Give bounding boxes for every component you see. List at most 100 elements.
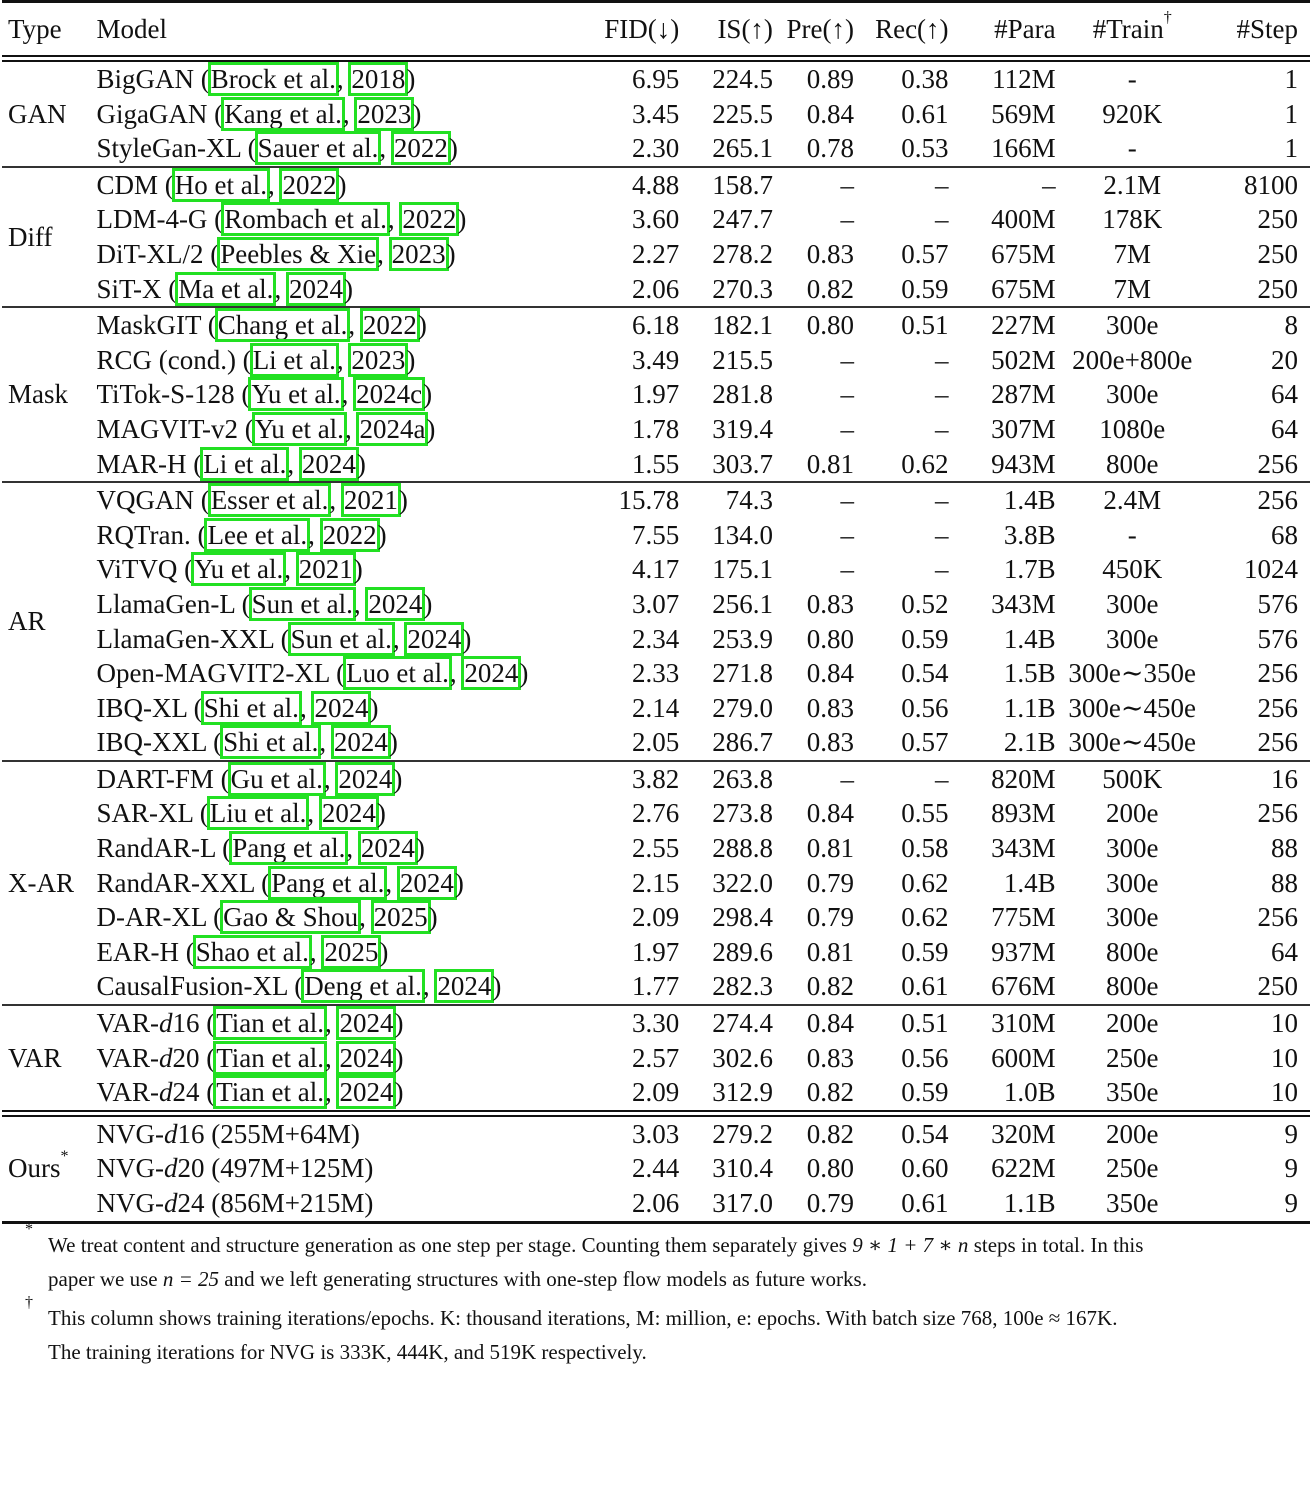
citation-author-link[interactable]: Li et al. xyxy=(200,446,290,481)
citation-author-link[interactable]: Ho et al. xyxy=(171,167,270,202)
citation-year-link[interactable]: 2024 xyxy=(336,1040,397,1075)
citation-year-link[interactable]: 2023 xyxy=(354,96,415,131)
is-value: 281.8 xyxy=(712,379,773,410)
pre-value: 0.83 xyxy=(806,727,854,758)
citation-author-link[interactable]: Liu et al. xyxy=(206,796,310,831)
citation-author-link[interactable]: Lee et al. xyxy=(204,517,311,552)
citation-year-link[interactable]: 2024 xyxy=(396,865,457,900)
citation-author-link[interactable]: Esser et al. xyxy=(207,483,332,518)
citation-year-link[interactable]: 2024 xyxy=(298,446,359,481)
citation-year-link[interactable]: 2024 xyxy=(336,1006,397,1041)
citation-author-link[interactable]: Shi et al. xyxy=(220,725,322,760)
citation-year-link[interactable]: 2024 xyxy=(461,656,522,691)
fid-value: 3.45 xyxy=(631,98,680,129)
is-value: 158.7 xyxy=(712,169,773,200)
pre-value: 0.83 xyxy=(806,588,854,619)
citation-author-link[interactable]: Shi et al. xyxy=(200,690,302,725)
citation-author-link[interactable]: Peebles & Xie xyxy=(217,236,380,271)
citation-author-link[interactable]: Gao & Shou xyxy=(220,900,362,935)
step-value: 16 xyxy=(1271,763,1298,794)
citation-year-link[interactable]: 2024 xyxy=(404,621,465,656)
is-value: 279.0 xyxy=(712,692,773,723)
is-value: 289.6 xyxy=(712,936,773,967)
citation-author-link[interactable]: Tian et al. xyxy=(213,1075,327,1110)
header-double-rule xyxy=(2,55,1310,62)
table-row: X-AR DART-FM (Gu et al., 2024) 3.82 263.8 – –… xyxy=(2,761,1310,898)
citation-year-link[interactable]: 2023 xyxy=(388,236,449,271)
citation-year-link[interactable]: 2021 xyxy=(295,552,356,587)
is-value: 215.5 xyxy=(712,344,773,375)
citation-author-link[interactable]: Pang et al. xyxy=(229,831,349,866)
citation-year-link[interactable]: 2024 xyxy=(318,796,379,831)
citation-author-link[interactable]: Brock et al. xyxy=(207,62,339,96)
citation-year-link[interactable]: 2024a xyxy=(356,411,429,446)
model-cell: LDM-4-G (Rombach et al., 2022) xyxy=(96,202,467,237)
citation-author-link[interactable]: Yu et al. xyxy=(248,377,344,412)
citation-author-link[interactable]: Ma et al. xyxy=(175,271,277,306)
rec-value: – xyxy=(935,344,949,375)
citation-year-link[interactable]: 2024 xyxy=(434,969,495,1004)
pre-value: 0.81 xyxy=(806,833,854,864)
citation-year-link[interactable]: 2024 xyxy=(311,690,372,725)
fid-value: 1.55 xyxy=(631,448,680,479)
para-value: 820M xyxy=(991,763,1056,794)
table-row: MAR-H (Li et al., 2024) 1.55 303.7 0.81 0.62… xyxy=(2,446,1310,483)
citation-year-link[interactable]: 2022 xyxy=(359,308,420,343)
citation-author-link[interactable]: Yu et al. xyxy=(191,552,287,587)
citation-year-link[interactable]: 2023 xyxy=(348,342,409,377)
citation-year-link[interactable]: 2018 xyxy=(348,62,409,96)
citation-year-link[interactable]: 2022 xyxy=(319,517,380,552)
citation-year-link[interactable]: 2024c xyxy=(353,377,426,412)
para-value: 400M xyxy=(991,204,1056,235)
citation-author-link[interactable]: Kang et al. xyxy=(221,96,345,131)
para-value: 502M xyxy=(991,344,1056,375)
model-name: NVG-d16 (255M+64M) xyxy=(96,1118,360,1149)
citation-year-link[interactable]: 2022 xyxy=(399,202,460,237)
citation-year-link[interactable]: 2024 xyxy=(336,1075,397,1110)
model-name: NVG-d20 (497M+125M) xyxy=(96,1153,374,1184)
citation-author-link[interactable]: Li et al. xyxy=(249,342,339,377)
formula-n: n = 25 xyxy=(162,1267,220,1292)
citation-year-link[interactable]: 2022 xyxy=(390,131,451,166)
header-model: Model xyxy=(96,13,167,44)
citation-year-link[interactable]: 2024 xyxy=(330,725,391,760)
table-row: Diff CDM (Ho et al., 2022) 4.88 158.7 – – – 2.1… xyxy=(2,167,1310,252)
citation-year-link[interactable]: 2024 xyxy=(335,761,396,796)
citation-year-link[interactable]: 2021 xyxy=(340,483,401,518)
fid-value: 2.09 xyxy=(631,902,680,933)
model-name: Open-MAGVIT2-XL ( xyxy=(96,658,346,689)
citation-author-link[interactable]: Tian et al. xyxy=(213,1006,327,1041)
citation-author-link[interactable]: Yu et al. xyxy=(251,411,347,446)
train-value: 178K xyxy=(1102,204,1163,235)
citation-author-link[interactable]: Deng et al. xyxy=(301,969,425,1004)
citation-author-link[interactable]: Chang et al. xyxy=(214,308,351,343)
citation-year-link[interactable]: 2025 xyxy=(370,900,431,935)
fid-value: 3.82 xyxy=(631,763,680,794)
model-name: LlamaGen-L ( xyxy=(96,588,251,619)
citation-year-link[interactable]: 2024 xyxy=(285,271,346,306)
model-cell: NVG-d16 (255M+64M) xyxy=(96,1116,599,1152)
citation-year-link[interactable]: 2025 xyxy=(321,934,382,969)
citation-author-link[interactable]: Gu et al. xyxy=(227,761,326,796)
model-cell: IBQ-XXL (Shi et al., 2024) xyxy=(96,725,398,760)
model-name: CausalFusion-XL ( xyxy=(96,971,304,1002)
citation-author-link[interactable]: Tian et al. xyxy=(213,1040,327,1075)
citation-author-link[interactable]: Rombach et al. xyxy=(221,202,390,237)
fid-value: 4.88 xyxy=(631,169,680,200)
model-name: BigGAN ( xyxy=(96,64,210,94)
header-is: IS(↑) xyxy=(717,13,773,44)
model-name: VAR-d16 ( xyxy=(96,1008,216,1039)
citation-year-link[interactable]: 2022 xyxy=(279,167,340,202)
citation-author-link[interactable]: Sauer et al. xyxy=(254,131,382,166)
citation-author-link[interactable]: Sun et al. xyxy=(248,586,356,621)
dagger-mark: † xyxy=(1163,8,1172,26)
citation-year-link[interactable]: 2024 xyxy=(365,586,426,621)
table-row: LlamaGen-L (Sun et al., 2024) 3.07 256.1 0.… xyxy=(2,586,1310,622)
citation-author-link[interactable]: Luo et al. xyxy=(343,656,452,691)
citation-year-link[interactable]: 2024 xyxy=(357,831,418,866)
citation-author-link[interactable]: Sun et al. xyxy=(287,621,395,656)
citation-author-link[interactable]: Shao et al. xyxy=(192,934,312,969)
rec-value: 0.54 xyxy=(901,1118,949,1149)
citation-author-link[interactable]: Pang et al. xyxy=(268,865,388,900)
model-name: VAR-d20 ( xyxy=(96,1042,216,1073)
